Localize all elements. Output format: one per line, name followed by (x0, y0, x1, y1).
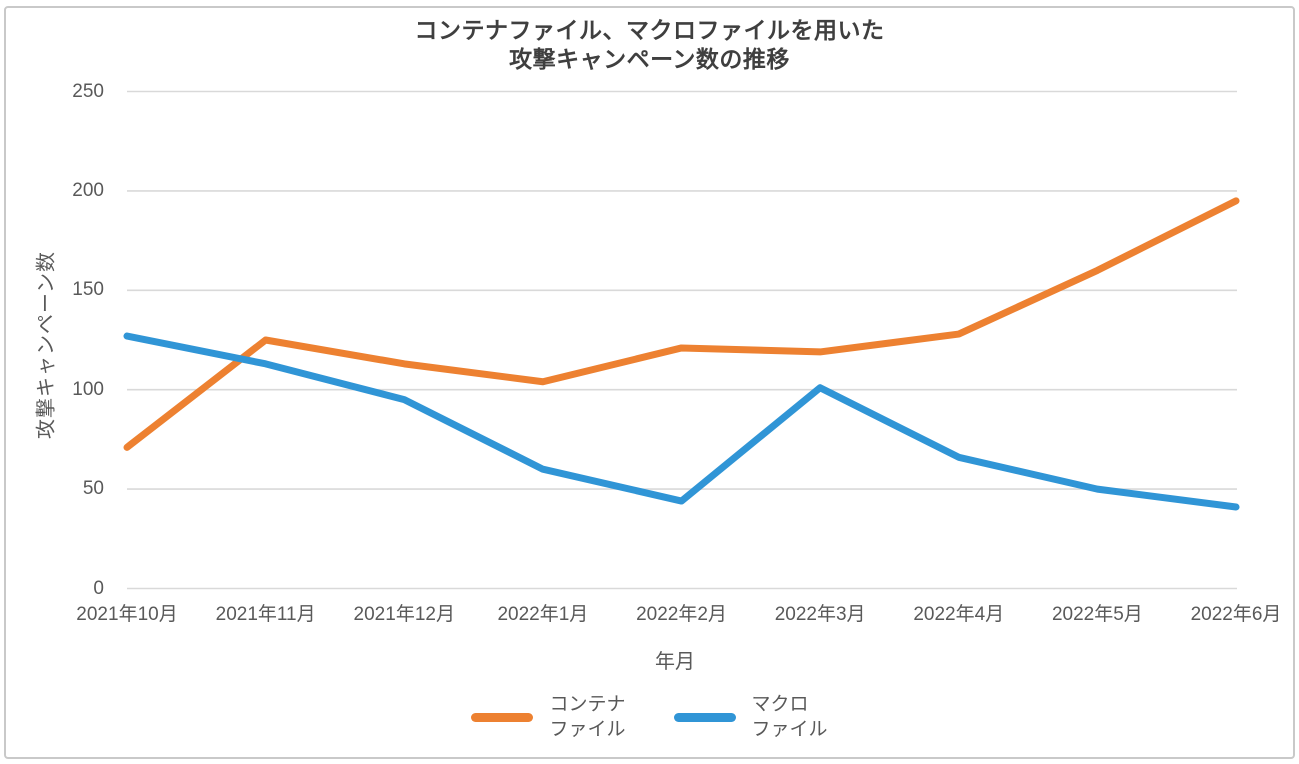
legend-label-container-file: コンテナ ファイル (549, 694, 626, 740)
legend-item-macro-file: マクロ ファイル (673, 692, 828, 742)
y-tick-label-250: 250 (72, 80, 104, 102)
y-tick-label-50: 50 (82, 478, 104, 500)
x-tick-label-5: 2022年3月 (774, 604, 866, 625)
x-axis-title: 年月 (655, 651, 695, 673)
x-tick-label-7: 2022年5月 (1051, 604, 1143, 625)
series-line-container-file (123, 197, 1240, 451)
legend-swatch-container-file (471, 712, 534, 722)
legend-swatch-macro-file (673, 712, 736, 722)
y-tick-label-150: 150 (72, 279, 104, 301)
x-tick-label-3: 2022年1月 (497, 604, 589, 625)
y-tick-label-100: 100 (72, 378, 104, 400)
x-tick-label-1: 2021年11月 (215, 604, 316, 625)
x-tick-label-6: 2022年4月 (913, 604, 1005, 625)
chart-legend: コンテナ ファイル マクロ ファイル (0, 692, 1299, 742)
series-line-macro-file (123, 332, 1240, 511)
x-tick-label-4: 2022年2月 (636, 604, 727, 625)
x-tick-label-0: 2021年10月 (76, 604, 178, 625)
y-tick-label-200: 200 (72, 179, 104, 201)
x-tick-label-8: 2022年6月 (1190, 604, 1282, 625)
legend-item-container-file: コンテナ ファイル (471, 692, 626, 742)
chart-title-line-2: 攻撃キャンペーン数の推移 (509, 46, 790, 72)
chart-title: コンテナファイル、マクロファイルを用いた 攻撃キャンペーン数の推移 (0, 16, 1299, 74)
x-tick-label-2: 2021年12月 (353, 604, 455, 625)
y-tick-label-0: 0 (93, 577, 104, 599)
chart-title-line-1: コンテナファイル、マクロファイルを用いた (414, 17, 885, 43)
legend-label-macro-file: マクロ ファイル (751, 694, 828, 740)
